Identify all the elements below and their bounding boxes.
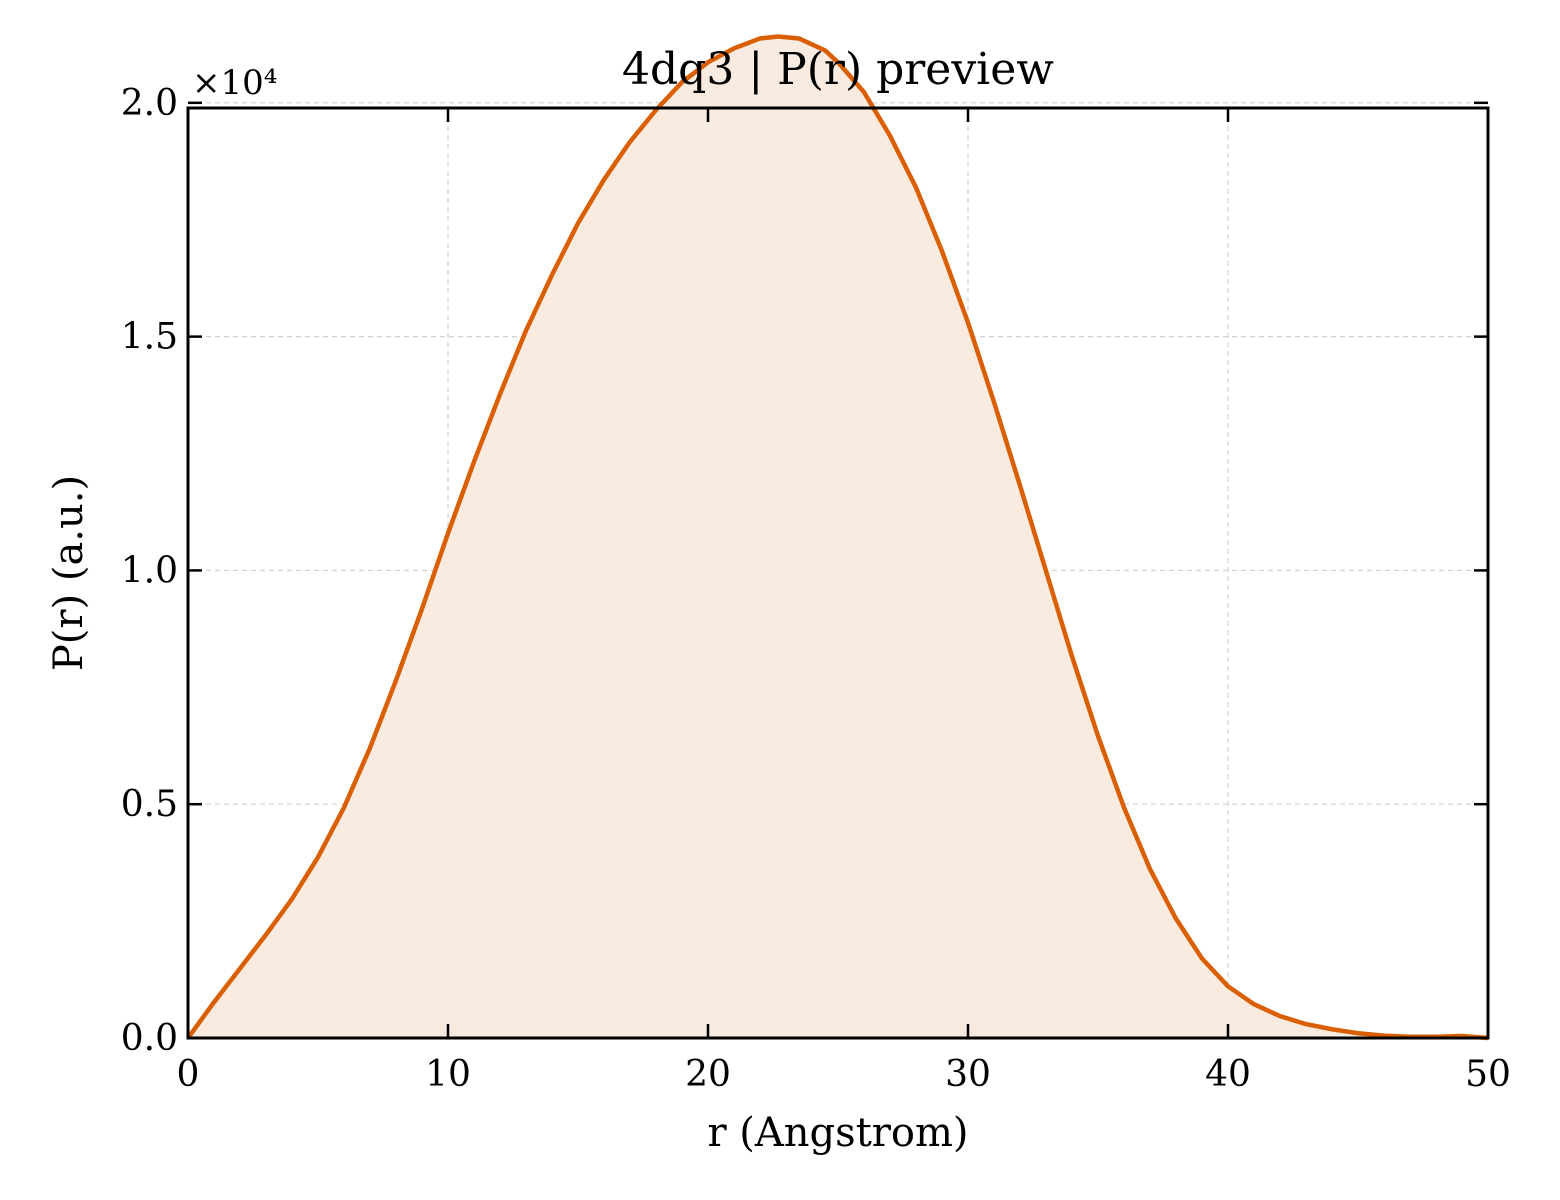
chart-title: 4dq3 | P(r) preview: [622, 44, 1054, 95]
x-tick-label: 0: [177, 1054, 200, 1095]
y-tick-label: 0.5: [121, 784, 178, 825]
x-tick-label: 30: [945, 1054, 991, 1095]
x-axis-label: r (Angstrom): [707, 1110, 968, 1156]
y-tick-label: 1.0: [121, 550, 178, 591]
y-tick-label: 2.0: [121, 83, 178, 124]
pr-series-line: [186, 34, 1489, 1041]
x-tick-label: 40: [1205, 1054, 1251, 1095]
x-tick-label: 10: [425, 1054, 471, 1095]
pr-area-fill: [188, 36, 1488, 1038]
y-tick-label: 1.5: [121, 317, 178, 358]
x-tick-label: 50: [1465, 1054, 1511, 1095]
axis-ticks: 0 10 20 30 40 50 0.0 0.5 1.0 1.5 2.0: [121, 83, 1511, 1095]
y-axis-label: P(r) (a.u.): [46, 475, 92, 671]
y-tick-label: 0.0: [121, 1018, 178, 1059]
y-offset-label: ×10⁴: [192, 63, 277, 103]
x-tick-label: 20: [685, 1054, 731, 1095]
plot-frame: [186, 106, 1490, 1040]
